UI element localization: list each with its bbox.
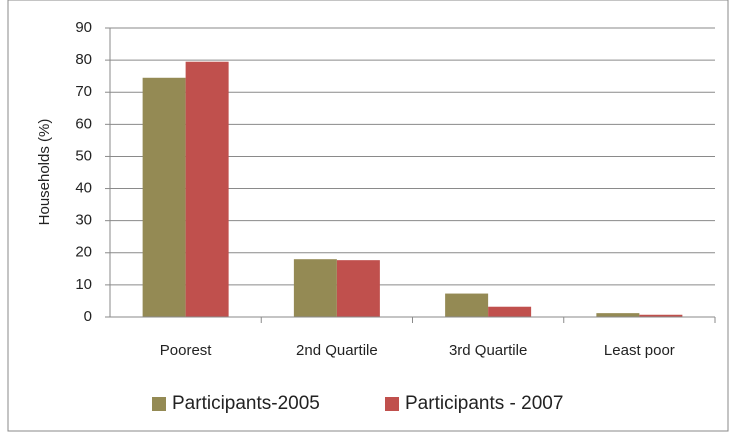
x-tick-label: 2nd Quartile bbox=[296, 342, 378, 359]
x-tick-label: 3rd Quartile bbox=[449, 342, 527, 359]
bar bbox=[336, 260, 380, 317]
y-tick-label: 30 bbox=[75, 212, 92, 229]
y-tick-label: 50 bbox=[75, 147, 92, 164]
y-tick-label: 80 bbox=[75, 51, 92, 68]
y-tick-label: 60 bbox=[75, 115, 92, 132]
legend-label: Participants - 2007 bbox=[405, 393, 563, 414]
bar bbox=[596, 313, 640, 317]
bar bbox=[293, 259, 337, 317]
chart-frame bbox=[7, 0, 729, 432]
legend-swatch bbox=[385, 397, 399, 411]
bar bbox=[185, 61, 229, 317]
legend-label: Participants-2005 bbox=[172, 393, 320, 414]
bar bbox=[639, 314, 683, 317]
legend: Participants-2005 Participants - 2007 bbox=[152, 393, 563, 414]
y-tick-label: 70 bbox=[75, 83, 92, 100]
bar bbox=[488, 306, 532, 317]
x-tick-label: Poorest bbox=[160, 342, 213, 359]
y-axis-label: Households (%) bbox=[36, 119, 53, 226]
bar bbox=[142, 77, 186, 318]
y-tick-label: 40 bbox=[75, 180, 92, 197]
y-tick-label: 0 bbox=[84, 308, 92, 325]
bar bbox=[445, 293, 489, 317]
x-tick-label: Least poor bbox=[604, 342, 675, 359]
y-tick-label: 10 bbox=[75, 276, 92, 293]
y-tick-label: 20 bbox=[75, 244, 92, 261]
legend-swatch bbox=[152, 397, 166, 411]
y-tick-label: 90 bbox=[75, 19, 92, 36]
